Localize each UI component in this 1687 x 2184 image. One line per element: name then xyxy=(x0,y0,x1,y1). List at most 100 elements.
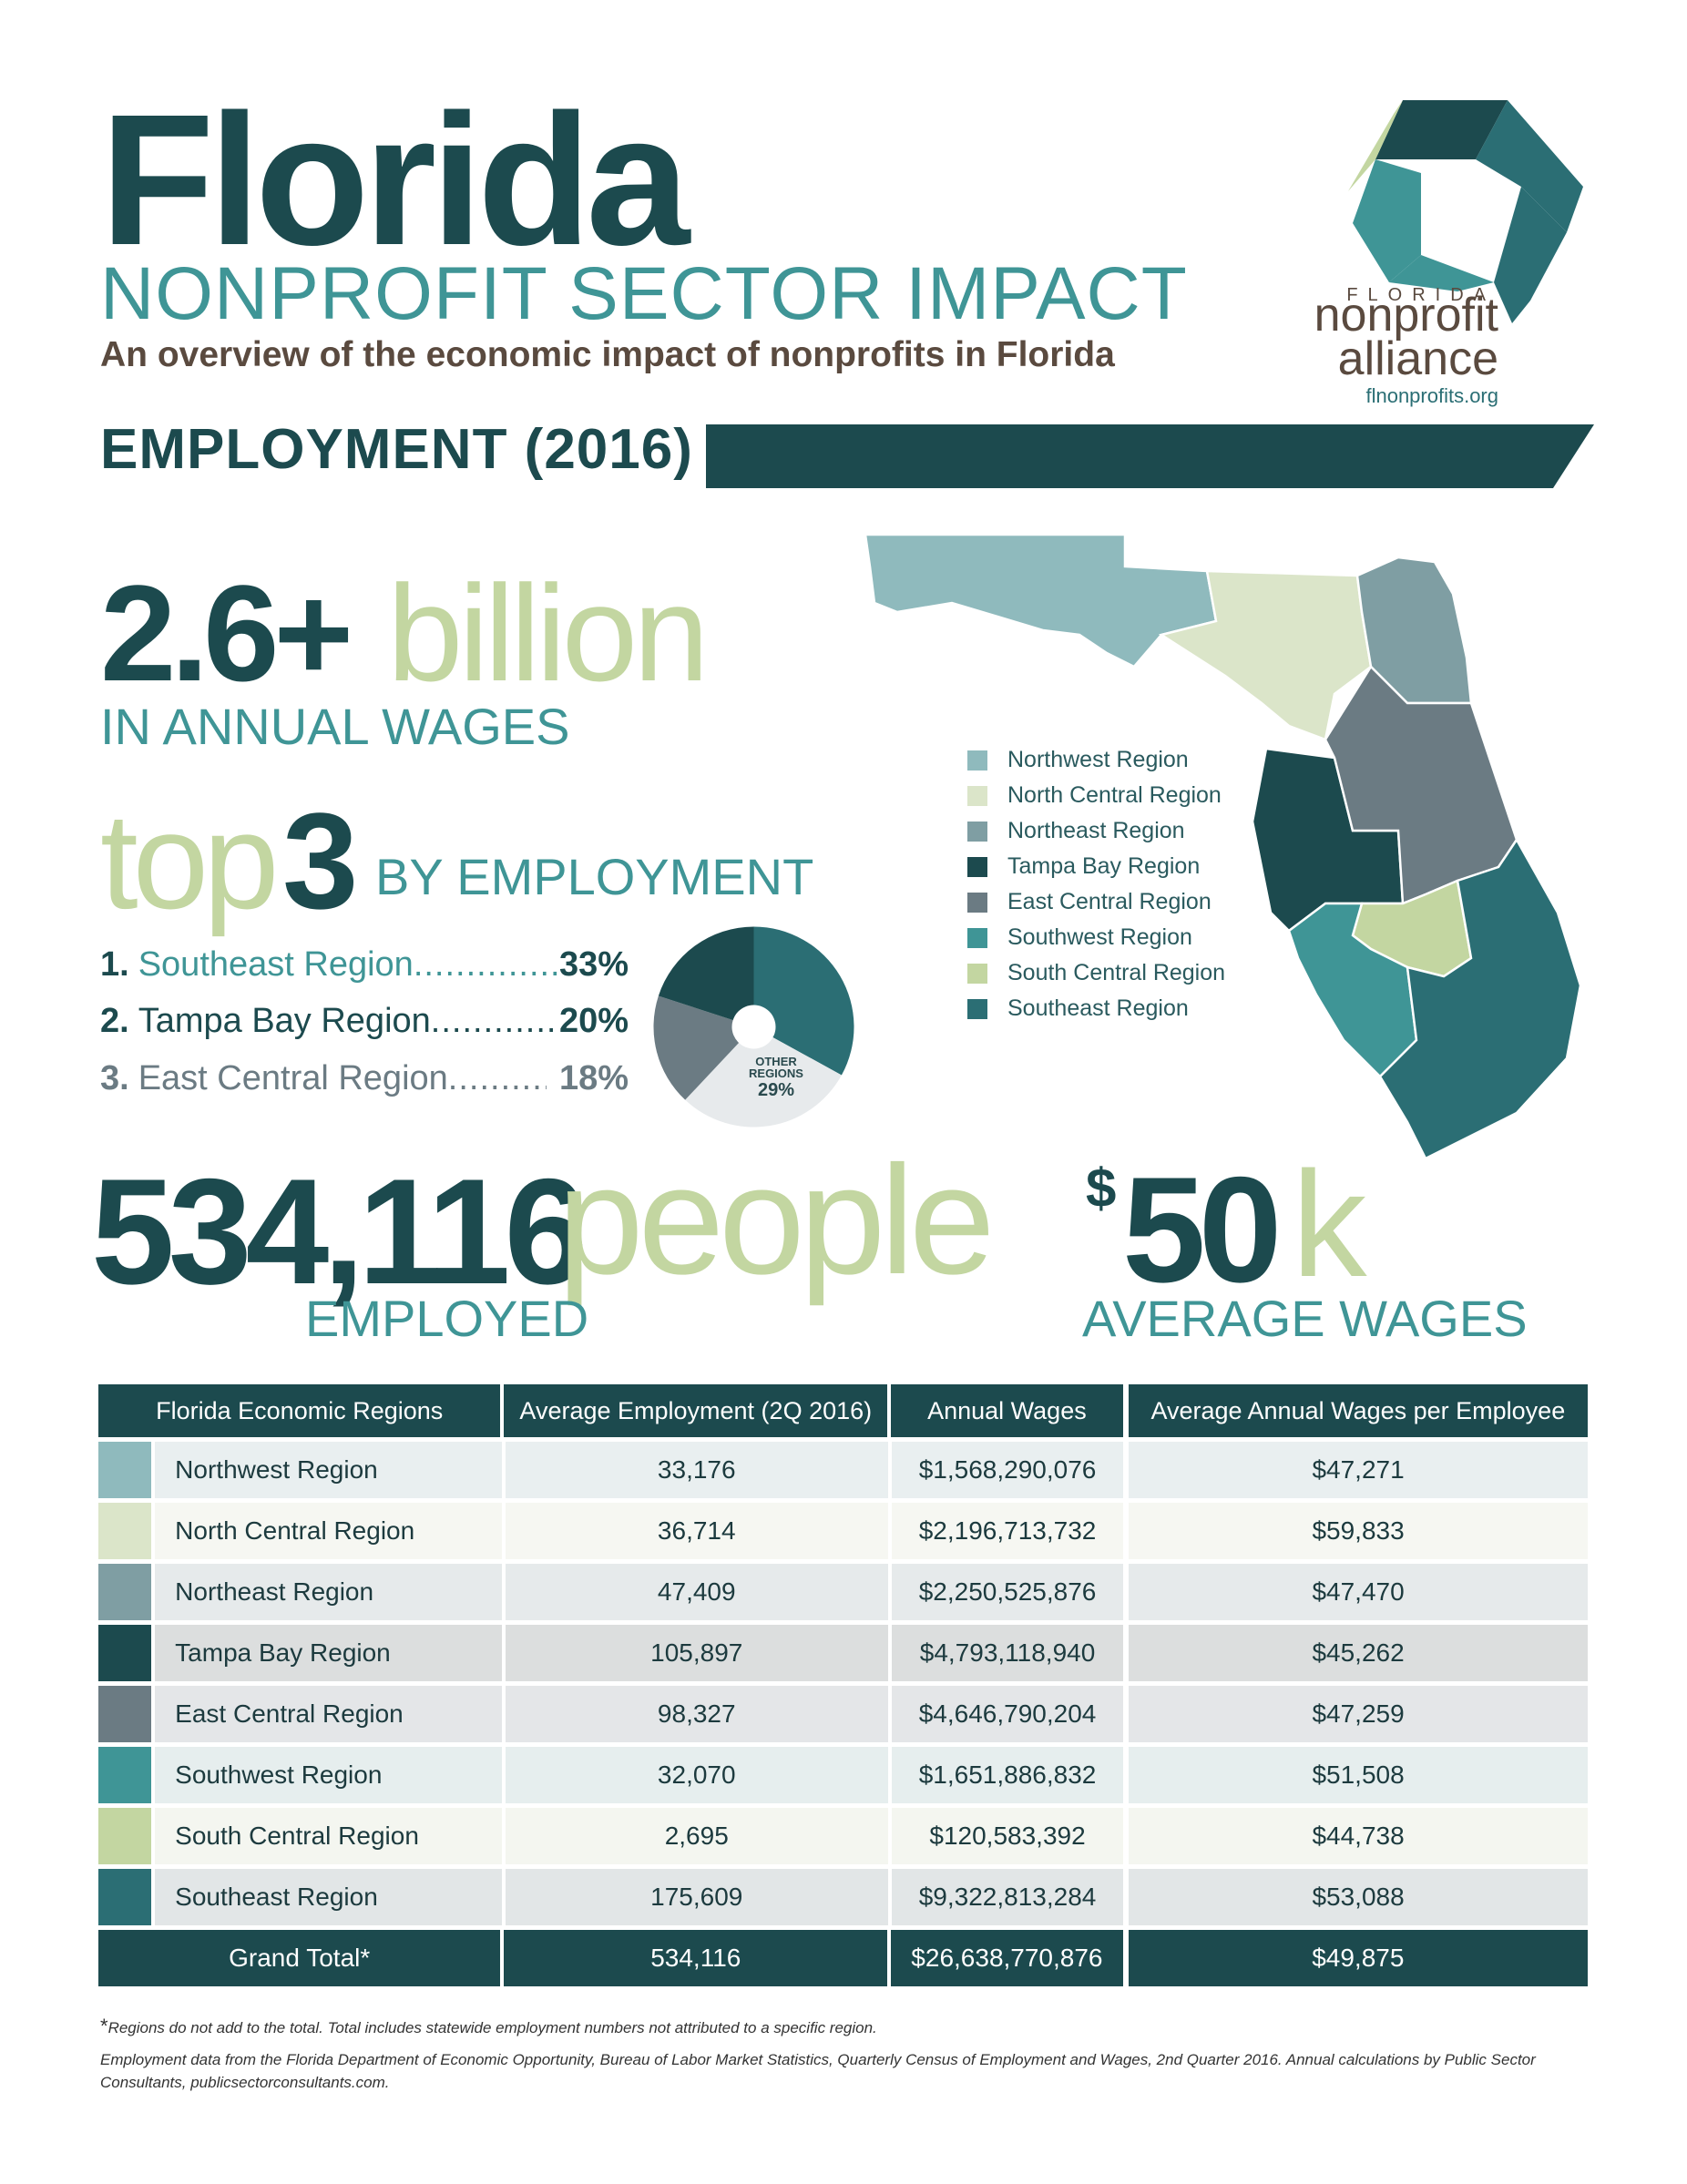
rank-item-1: 1. Southeast Region ....................… xyxy=(100,947,629,982)
legend-swatch xyxy=(967,998,987,1019)
total-avg: $49,875 xyxy=(1128,1930,1588,1986)
legend-item: Northeast Region xyxy=(967,813,1225,849)
table-total-row: Grand Total* 534,116 $26,638,770,876 $49… xyxy=(98,1930,1588,1986)
employment-pie-chart: OTHER REGIONS 29% xyxy=(653,926,854,1128)
wages-value: 2.6+ xyxy=(100,556,353,709)
cell-region: Northwest Region xyxy=(155,1442,502,1498)
avg-value: 50 xyxy=(1122,1146,1283,1313)
cell-employment: 33,176 xyxy=(505,1442,888,1498)
cell-employment: 47,409 xyxy=(505,1564,888,1620)
map-legend: Northwest Region North Central Region Nort… xyxy=(967,742,1225,1026)
people-label: EMPLOYED xyxy=(305,1290,589,1347)
cell-wages: $4,646,790,204 xyxy=(891,1686,1124,1742)
pie-other-label-1: OTHER xyxy=(755,1055,797,1068)
people-value: 534,116 xyxy=(91,1148,588,1315)
region-swatch xyxy=(98,1625,152,1681)
region-swatch xyxy=(98,1442,152,1498)
table-row: Southeast Region 175,609 $9,322,813,284 $53… xyxy=(98,1869,1588,1925)
cell-employment: 175,609 xyxy=(505,1869,888,1925)
legend-label: Northeast Region xyxy=(1007,818,1185,843)
table-header-row: Florida Economic Regions Average Employm… xyxy=(98,1384,1588,1437)
region-swatch xyxy=(98,1686,152,1742)
footnote-text: Regions do not add to the total. Total i… xyxy=(107,2019,877,2036)
rank-leader: ........................................… xyxy=(447,1061,547,1096)
table-row: Southwest Region 32,070 $1,651,886,832 $51,… xyxy=(98,1747,1588,1803)
avg-currency-symbol: $ xyxy=(1086,1158,1117,1219)
logo-nonprofit-text: nonprofit xyxy=(1314,289,1498,342)
footnote-asterisk: *Regions do not add to the total. Total … xyxy=(100,2015,877,2037)
cell-region: Northeast Region xyxy=(155,1564,502,1620)
region-swatch xyxy=(98,1869,152,1925)
legend-label: Northwest Region xyxy=(1007,747,1189,772)
logo-url[interactable]: flnonprofits.org xyxy=(1365,384,1498,407)
people-unit: people xyxy=(557,1134,995,1307)
table-header-region: Florida Economic Regions xyxy=(98,1384,501,1437)
cell-employment: 36,714 xyxy=(505,1503,888,1559)
rank-percent: 18% xyxy=(558,1059,629,1097)
source-note: Employment data from the Florida Departm… xyxy=(100,2051,1536,2091)
cell-region: Southeast Region xyxy=(155,1869,502,1925)
pie-slice-tampa-bay-region xyxy=(658,926,754,1027)
table-header-avg: Average Annual Wages per Employee xyxy=(1128,1384,1588,1437)
legend-swatch xyxy=(967,750,987,771)
total-label: Grand Total* xyxy=(98,1930,501,1986)
avg-label: AVERAGE WAGES xyxy=(1082,1290,1528,1347)
top-label: BY EMPLOYMENT xyxy=(375,848,814,905)
cell-region: Southwest Region xyxy=(155,1747,502,1803)
legend-swatch xyxy=(967,785,987,806)
pie-slice-east-central-region xyxy=(653,995,754,1100)
top-word: top xyxy=(100,784,280,937)
avg-unit: k xyxy=(1292,1140,1367,1308)
table-body: Northwest Region 33,176 $1,568,290,076 $47,… xyxy=(98,1442,1588,1925)
logo-florida-text: FLORIDA xyxy=(1346,285,1496,305)
wages-label: IN ANNUAL WAGES xyxy=(100,698,570,755)
pie-other-percent: 29% xyxy=(758,1080,794,1100)
table-row: South Central Region 2,695 $120,583,392 $44… xyxy=(98,1808,1588,1864)
legend-swatch xyxy=(967,927,987,948)
legend-swatch xyxy=(967,856,987,877)
regions-table: Florida Economic Regions Average Employm… xyxy=(98,1384,1588,1986)
rank-percent: 33% xyxy=(558,945,629,984)
cell-employment: 105,897 xyxy=(505,1625,888,1681)
florida-region-map xyxy=(864,533,1582,1160)
rank-label: Tampa Bay Region xyxy=(138,1002,431,1040)
table-row: Tampa Bay Region 105,897 $4,793,118,940 $45… xyxy=(98,1625,1588,1681)
legend-item: Tampa Bay Region xyxy=(967,849,1225,884)
legend-label: North Central Region xyxy=(1007,782,1222,808)
page-title: Florida xyxy=(100,76,690,284)
cell-avg: $47,259 xyxy=(1129,1686,1588,1742)
cell-wages: $9,322,813,284 xyxy=(891,1869,1124,1925)
region-swatch xyxy=(98,1564,152,1620)
legend-label: Tampa Bay Region xyxy=(1007,853,1201,879)
rank-leader: ........................................… xyxy=(430,1004,559,1038)
top-number: 3 xyxy=(282,784,359,937)
rank-label: East Central Region xyxy=(138,1059,448,1097)
logo-alliance-text: alliance xyxy=(1337,332,1498,385)
rank-number: 2. xyxy=(100,1002,129,1040)
map-region-northeast xyxy=(1355,556,1473,705)
total-wages: $26,638,770,876 xyxy=(891,1930,1123,1986)
legend-item: Southwest Region xyxy=(967,920,1225,955)
cell-employment: 98,327 xyxy=(505,1686,888,1742)
table-row: Northeast Region 47,409 $2,250,525,876 $47,… xyxy=(98,1564,1588,1620)
cell-avg: $47,470 xyxy=(1129,1564,1588,1620)
legend-swatch xyxy=(967,963,987,984)
rank-item-2: 2. Tampa Bay Region ....................… xyxy=(100,1004,629,1038)
legend-label: South Central Region xyxy=(1007,960,1226,985)
cell-wages: $1,651,886,832 xyxy=(891,1747,1124,1803)
legend-swatch xyxy=(967,892,987,913)
wages-unit: billion xyxy=(387,556,710,709)
cell-wages: $2,250,525,876 xyxy=(891,1564,1124,1620)
cell-region: North Central Region xyxy=(155,1503,502,1559)
region-swatch xyxy=(98,1808,152,1864)
page-subtitle: NONPROFIT SECTOR IMPACT xyxy=(100,252,1188,335)
cell-avg: $44,738 xyxy=(1129,1808,1588,1864)
legend-item: East Central Region xyxy=(967,884,1225,920)
legend-item: South Central Region xyxy=(967,955,1225,991)
table-header-employment: Average Employment (2Q 2016) xyxy=(504,1384,888,1437)
rank-label: Southeast Region xyxy=(138,945,414,984)
cell-avg: $51,508 xyxy=(1129,1747,1588,1803)
rank-number: 3. xyxy=(100,1059,129,1097)
section-title: EMPLOYMENT (2016) xyxy=(100,418,693,481)
pie-slice-southeast-region xyxy=(753,926,854,1076)
